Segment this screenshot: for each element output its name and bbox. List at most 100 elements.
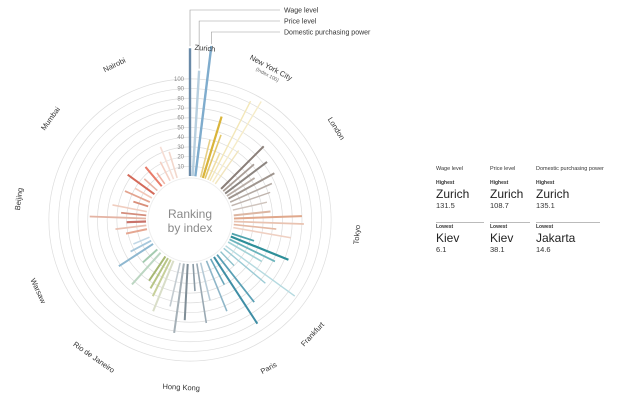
tick-label: 60 <box>177 116 184 122</box>
city-label-group: Beijing <box>13 187 25 210</box>
radial-bar <box>124 190 151 203</box>
radial-bar <box>115 224 147 231</box>
radial-bar <box>233 226 291 239</box>
radial-bar <box>131 252 162 286</box>
legend-leader-line <box>189 9 280 47</box>
summary-header-wage: Wage level <box>436 166 464 172</box>
city-label-group: New York City(Index 100) <box>248 53 294 84</box>
summary-table: Wage level Price level Domestic purchasi… <box>436 166 626 268</box>
summary-value: 14.6 <box>536 245 551 254</box>
radial-bar <box>227 241 263 263</box>
city-label-group: Frankfurt <box>299 320 327 349</box>
radial-bar <box>192 263 196 292</box>
summary-city: Jakarta <box>536 231 576 245</box>
radial-bar <box>209 100 252 182</box>
city-label: Warsaw <box>28 277 48 306</box>
radial-bar <box>194 45 213 177</box>
summary-cell: Lowest Kiev 38.1 <box>490 224 513 255</box>
radial-bar <box>199 262 211 301</box>
tick-label: 30 <box>177 145 184 151</box>
radial-bar <box>233 223 277 230</box>
radial-bar <box>204 134 222 179</box>
summary-city: Kiev <box>436 231 460 245</box>
city-label-group: Hong Kong <box>162 382 200 393</box>
summary-divider <box>436 222 484 223</box>
center-label-line-1: Ranking <box>168 207 212 221</box>
summary-header-price: Price level <box>490 166 516 172</box>
radial-bar <box>126 220 147 224</box>
summary-value: 6.1 <box>436 245 447 254</box>
radial-bar <box>229 182 273 203</box>
summary-kind: Lowest <box>436 224 454 230</box>
radial-bar <box>142 248 158 264</box>
city-label-group: Warsaw <box>28 277 48 306</box>
summary-cell: Lowest Jakarta 14.6 <box>536 224 575 255</box>
city-label-group: Mumbai <box>39 105 62 132</box>
radial-bar <box>233 220 304 225</box>
radial-bar <box>213 256 259 325</box>
radial-bar <box>233 210 271 217</box>
radial-bar <box>229 238 276 263</box>
radial-bar <box>216 254 255 303</box>
radial-bar <box>212 101 262 183</box>
city-label: Hong Kong <box>162 382 200 393</box>
summary-city: Zurich <box>490 187 524 201</box>
summary-cell: Lowest Kiev 6.1 <box>436 224 459 255</box>
tick-label: 70 <box>177 106 184 112</box>
summary-kind: Lowest <box>536 224 554 230</box>
summary-value: 38.1 <box>490 245 505 254</box>
radial-bar <box>173 263 185 333</box>
radial-bar <box>227 172 275 200</box>
city-label: Mumbai <box>39 105 62 132</box>
radial-bar <box>134 187 153 199</box>
radial-bar <box>152 260 175 312</box>
summary-kind: Highest <box>536 180 555 186</box>
radial-bar <box>159 161 171 182</box>
radial-bar <box>151 259 172 297</box>
summary-value: 135.1 <box>536 201 555 210</box>
series-legend: Wage level Price level Domestic purchasing… <box>189 8 371 69</box>
summary-value: 108.7 <box>490 201 509 210</box>
summary-kind: Lowest <box>490 224 508 230</box>
city-label: Zurich <box>194 43 216 54</box>
city-label: Paris <box>259 360 279 376</box>
radial-bar <box>209 258 226 285</box>
summary-divider <box>536 222 600 223</box>
radial-bar <box>199 139 211 178</box>
chart-bars <box>89 45 304 333</box>
city-label: Nairobi <box>102 56 128 75</box>
city-label-group: Nairobi <box>102 56 128 75</box>
tick-label: 20 <box>177 155 184 161</box>
radial-bar <box>207 152 221 181</box>
radial-bar <box>226 177 256 197</box>
city-label: Tokyo <box>352 224 363 244</box>
radial-bar <box>220 251 235 267</box>
city-label: Frankfurt <box>299 320 327 349</box>
legend-entry: Domestic purchasing power <box>284 30 371 37</box>
summary-kind: Highest <box>490 180 509 186</box>
summary-header-purchasing: Domestic purchasing power <box>536 166 604 172</box>
radial-bar <box>118 243 154 268</box>
radial-bar <box>125 228 148 235</box>
radial-bar <box>224 161 268 195</box>
radial-bar <box>231 232 255 242</box>
legend-leader-line <box>198 20 280 69</box>
radial-bar <box>143 178 158 192</box>
radial-bar <box>231 191 271 207</box>
summary-value: 131.5 <box>436 201 455 210</box>
radial-bar <box>133 236 150 245</box>
radial-bar <box>205 260 228 312</box>
tick-label: 50 <box>177 125 184 131</box>
radial-bar <box>220 145 265 190</box>
summary-kind: Highest <box>436 180 455 186</box>
radial-bar <box>183 263 189 321</box>
city-label-group: Tokyo <box>352 224 363 244</box>
tick-label: 100 <box>174 77 185 83</box>
summary-cell: Highest Zurich 131.5 <box>436 180 469 211</box>
legend-entry: Price level <box>284 19 317 26</box>
radial-bar <box>191 70 201 177</box>
radial-bar <box>201 116 223 179</box>
radial-bar <box>222 163 255 192</box>
city-label: London <box>326 116 347 142</box>
